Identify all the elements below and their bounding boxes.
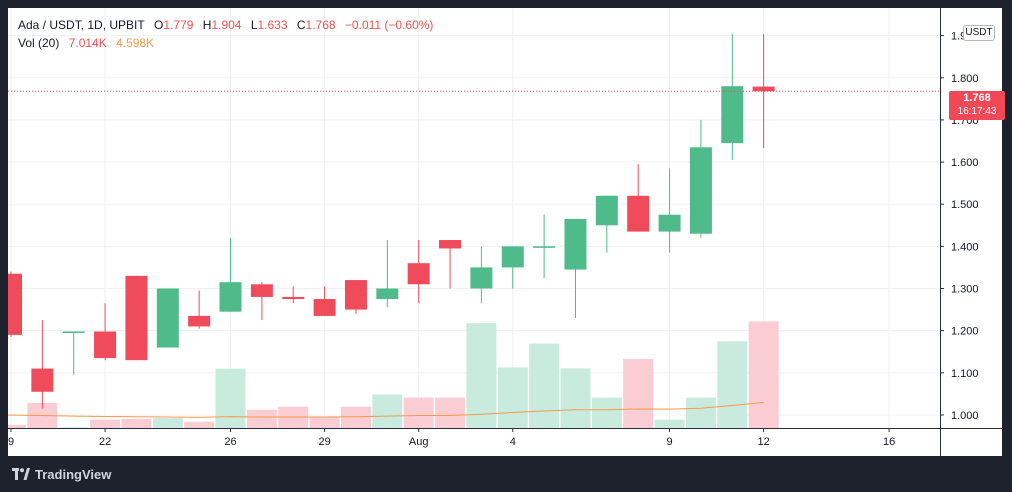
volume-bar — [560, 368, 591, 428]
high-value: 1.904 — [211, 18, 242, 32]
candle-body — [62, 331, 85, 333]
price-axis-label: 1.400 — [951, 241, 979, 253]
tradingview-logo-icon — [12, 468, 30, 480]
volume-bar — [121, 418, 152, 428]
candle-body — [8, 273, 22, 335]
time-axis-label: 9 — [666, 436, 672, 448]
low-label: L — [250, 18, 258, 32]
candle-body — [501, 246, 524, 268]
volume-bar — [372, 394, 403, 428]
candle-body — [439, 240, 462, 249]
volume-bar — [591, 397, 622, 428]
candle-body — [376, 288, 399, 300]
price-axis-label: 1.200 — [951, 326, 979, 338]
volume-bar — [685, 397, 716, 428]
price-axis-label: 1.600 — [951, 157, 979, 169]
volume-bar — [184, 421, 215, 428]
ohlc-legend: Ada / USDT, 1D, UPBIT O1.779 H1.904 L1.6… — [18, 17, 433, 33]
close-value: 1.768 — [305, 18, 336, 32]
volume-label[interactable]: Vol (20) — [18, 36, 60, 50]
volume-bar — [215, 368, 246, 428]
volume-bar — [435, 397, 466, 428]
candle-body — [250, 284, 273, 297]
chart-panel[interactable]: 1.000 1.100 1.200 1.300 1.400 1.500 1.600 1.700… — [8, 8, 1005, 456]
volume-bar — [623, 358, 654, 428]
candle-body — [752, 86, 775, 92]
volume-bar — [403, 397, 434, 428]
time-axis-label: 16 — [883, 436, 895, 448]
volume-bar — [246, 409, 277, 428]
candle-body — [470, 267, 493, 289]
change-value: −0.011 (−0.60%) — [344, 18, 434, 32]
candle-body — [282, 296, 305, 300]
high-label: H — [202, 18, 212, 32]
last-price-value: 1.768 — [963, 92, 991, 104]
time-axis-label: Aug — [409, 436, 429, 448]
volume-bar — [529, 343, 560, 428]
time-axis-label: 9 — [8, 436, 14, 448]
candle-body — [595, 195, 618, 226]
volume-bar — [58, 427, 89, 428]
close-label: C — [296, 18, 306, 32]
volume-ma-value: 4.598K — [116, 36, 155, 50]
price-axis-label: 1.300 — [951, 284, 979, 296]
candle-body — [407, 263, 430, 285]
candle-body — [344, 280, 367, 310]
volume-bar — [748, 321, 779, 428]
open-value: 1.779 — [163, 18, 194, 32]
candle-body — [94, 331, 117, 359]
volume-bar — [466, 323, 497, 428]
candle-body — [125, 275, 148, 361]
tradingview-logo[interactable]: TradingView — [12, 465, 111, 483]
candle-body — [533, 246, 556, 248]
volume-ma-line — [8, 401, 764, 418]
time-axis-label: 4 — [510, 436, 516, 448]
candle-body — [689, 147, 712, 234]
volume-bar — [90, 419, 121, 428]
candle-body — [313, 299, 336, 316]
last-price-tag: 1.768 16:17:43 — [949, 91, 1005, 120]
volume-value: 7.014K — [68, 36, 107, 50]
candle-body — [219, 282, 242, 312]
candle-body — [721, 86, 744, 144]
candle-body — [156, 288, 179, 348]
volume-bar — [309, 416, 340, 428]
low-value: 1.633 — [257, 18, 288, 32]
volume-bar — [340, 406, 371, 428]
open-label: O — [154, 18, 164, 32]
volume-legend: Vol (20) 7.014K 4.598K — [18, 35, 154, 51]
brand-label: TradingView — [35, 466, 112, 482]
candle-body — [658, 214, 681, 232]
volume-bar — [497, 367, 528, 428]
price-axis-label: 1.800 — [951, 73, 979, 85]
volume-bar — [152, 418, 183, 428]
bar-countdown: 16:17:43 — [957, 106, 997, 117]
currency-badge[interactable]: USDT — [963, 25, 995, 41]
candle-body — [188, 315, 211, 327]
symbol-label[interactable]: Ada / USDT, 1D, UPBIT — [18, 18, 145, 32]
price-axis-label: 1.000 — [951, 410, 979, 422]
price-axis-label: 1.100 — [951, 368, 979, 380]
time-axis-label: 12 — [758, 436, 770, 448]
volume-bar — [8, 424, 26, 428]
price-axis-label: 1.500 — [951, 199, 979, 211]
candle-body — [31, 368, 54, 392]
time-axis-label: 22 — [99, 436, 111, 448]
price-chart[interactable]: 1.0001.1001.2001.3001.4001.5001.6001.700… — [8, 8, 1002, 456]
candle-body — [627, 195, 650, 232]
time-axis-label: 26 — [224, 436, 236, 448]
time-axis-label: 29 — [318, 436, 330, 448]
volume-bar — [717, 341, 748, 428]
plot-area — [8, 33, 779, 428]
volume-bar — [654, 419, 685, 428]
candle-body — [564, 218, 587, 270]
